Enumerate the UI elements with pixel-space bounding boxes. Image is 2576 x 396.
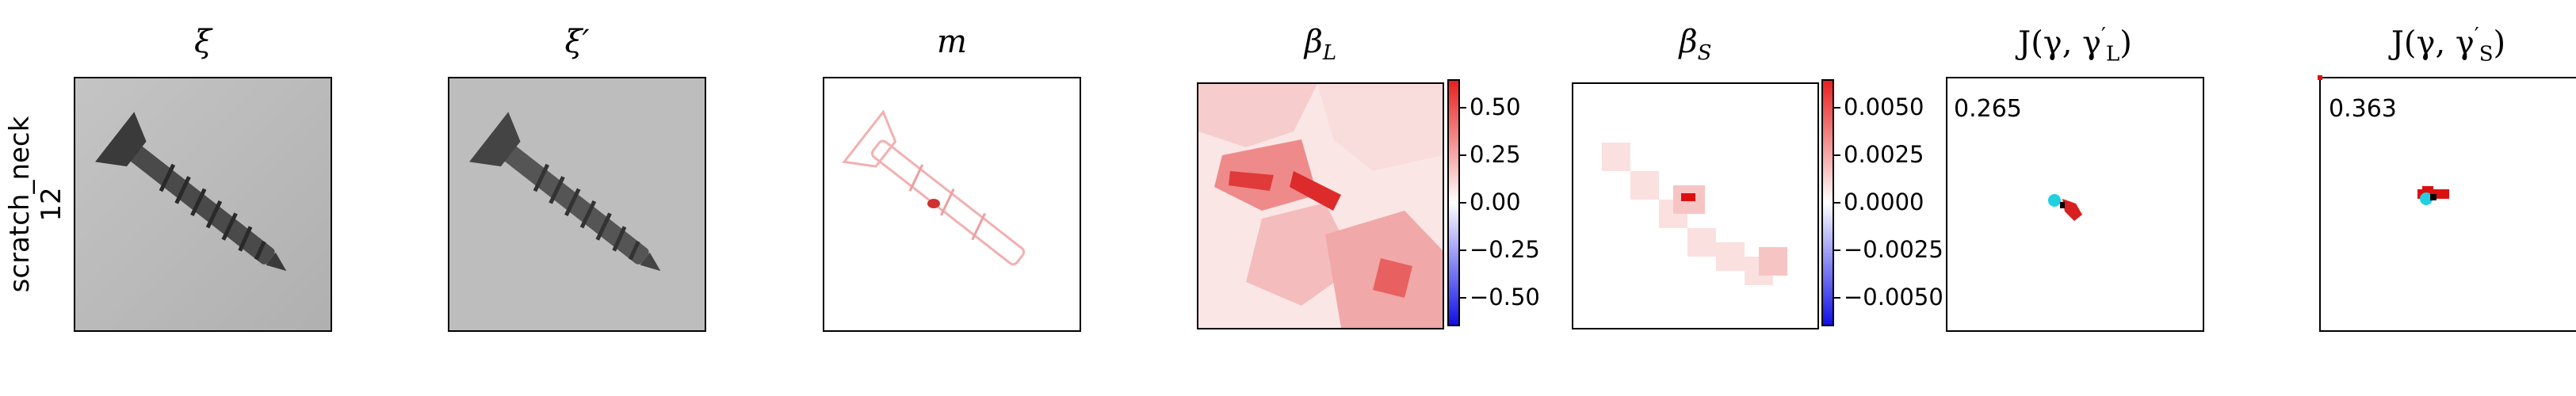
colorbar-beta-S-tick-mark (1834, 249, 1840, 251)
screw-image-xi-prime (449, 78, 705, 330)
colorbar-beta-S-tick-mark (1834, 297, 1840, 299)
colorbar-beta-S-tick-label: −0.0025 (1844, 236, 1943, 263)
colorbar-beta-L-tick-label: −0.25 (1470, 236, 1540, 263)
panel-xi-prime-image (448, 77, 706, 332)
colorbar-beta-S-tick-label: 0.0050 (1844, 93, 1924, 120)
colorbar-beta-L-tick-label: −0.50 (1470, 284, 1540, 310)
colorbar-beta-S-tick-mark (1834, 107, 1840, 109)
row-label: scratch_neck 12 (0, 77, 71, 332)
panel-J-L (1946, 77, 2204, 332)
row-label-index: 12 (36, 187, 67, 222)
J-S-overlay (2321, 78, 2576, 330)
J-L-overlay (1947, 78, 2203, 330)
corner-marker (2318, 75, 2322, 80)
score-J-S: 0.363 (2329, 95, 2397, 123)
colorbar-beta-L-tick-mark (1460, 297, 1466, 299)
colorbar-beta-S-tick-label: 0.0000 (1844, 188, 1924, 215)
title-J-L: J(γ, γ′L) (2018, 24, 2132, 67)
colorbar-beta-L-tick-mark (1460, 154, 1466, 156)
screw-image-xi (75, 78, 331, 330)
panel-m-map (823, 77, 1081, 332)
colorbar-beta-L-tick-label: 0.25 (1470, 141, 1521, 168)
title-xi-prime: ξ′ (564, 24, 590, 60)
panel-beta-L-map (1197, 82, 1444, 329)
title-J-S: J(γ, γ′S) (2391, 24, 2506, 67)
panel-xi-image (74, 77, 332, 332)
colorbar-beta-L-tick-label: 0.00 (1470, 188, 1521, 215)
colorbar-beta-S-tick-mark (1834, 154, 1840, 156)
title-beta-L: βL (1304, 24, 1337, 65)
title-beta-S: βS (1679, 24, 1712, 65)
score-J-L: 0.265 (1954, 95, 2022, 123)
beta-S-heatmap (1573, 84, 1817, 328)
colorbar-beta-L-tick-mark (1460, 107, 1466, 109)
title-xi: ξ (193, 24, 212, 60)
beta-L-heatmap (1198, 84, 1443, 328)
colorbar-beta-S-tick-label: 0.0025 (1844, 141, 1924, 168)
colorbar-beta-S-tick-mark (1834, 202, 1840, 204)
difference-map-m (824, 78, 1080, 330)
colorbar-beta-L-tick-label: 0.50 (1470, 93, 1521, 120)
panel-beta-S-map (1572, 82, 1819, 329)
colorbar-beta-L (1447, 79, 1460, 326)
colorbar-beta-S-tick-label: −0.0050 (1844, 284, 1943, 310)
title-m: m (937, 24, 967, 60)
colorbar-beta-L-tick-mark (1460, 249, 1466, 251)
row-label-category: scratch_neck (4, 116, 36, 293)
panel-J-S (2319, 77, 2576, 332)
colorbar-beta-L-tick-mark (1460, 202, 1466, 204)
colorbar-beta-S (1821, 79, 1834, 326)
